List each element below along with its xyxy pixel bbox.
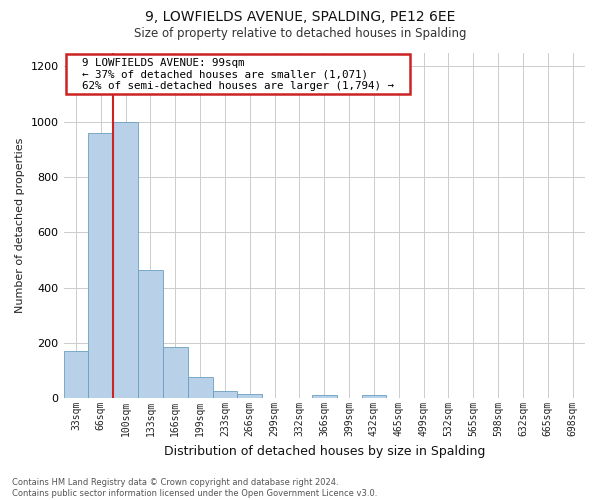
X-axis label: Distribution of detached houses by size in Spalding: Distribution of detached houses by size …	[164, 444, 485, 458]
Text: 9 LOWFIELDS AVENUE: 99sqm  
  ← 37% of detached houses are smaller (1,071)  
  6: 9 LOWFIELDS AVENUE: 99sqm ← 37% of detac…	[69, 58, 407, 91]
Text: Contains HM Land Registry data © Crown copyright and database right 2024.
Contai: Contains HM Land Registry data © Crown c…	[12, 478, 377, 498]
Bar	[238, 394, 262, 398]
Bar	[312, 396, 337, 398]
Bar	[113, 122, 138, 398]
Bar	[163, 347, 188, 398]
Bar	[64, 351, 88, 398]
Bar	[138, 270, 163, 398]
Text: 9, LOWFIELDS AVENUE, SPALDING, PE12 6EE: 9, LOWFIELDS AVENUE, SPALDING, PE12 6EE	[145, 10, 455, 24]
Bar	[88, 132, 113, 398]
Bar	[362, 396, 386, 398]
Bar	[212, 391, 238, 398]
Bar	[188, 378, 212, 398]
Text: Size of property relative to detached houses in Spalding: Size of property relative to detached ho…	[134, 28, 466, 40]
Y-axis label: Number of detached properties: Number of detached properties	[15, 138, 25, 313]
